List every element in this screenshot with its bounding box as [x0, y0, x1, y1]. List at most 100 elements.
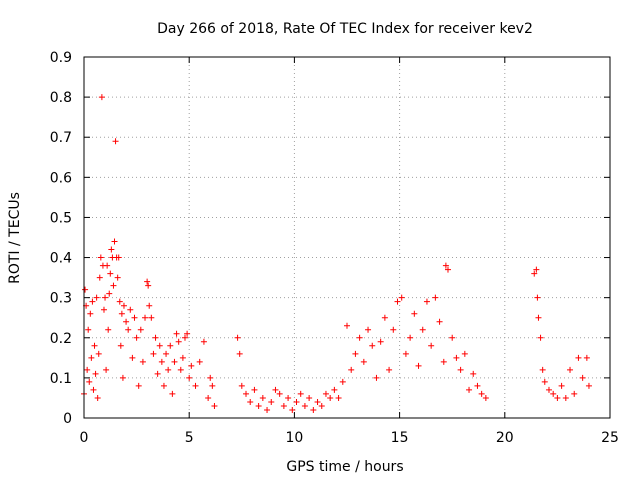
data-point	[318, 402, 325, 409]
data-point	[131, 314, 138, 321]
x-tick-label: 5	[185, 430, 194, 446]
data-point	[205, 394, 212, 401]
data-point	[114, 274, 121, 281]
data-point	[86, 378, 93, 385]
data-point	[150, 350, 157, 357]
data-point	[444, 266, 451, 273]
data-point	[97, 254, 104, 261]
data-point	[103, 366, 110, 373]
data-point	[534, 294, 541, 301]
data-point	[127, 306, 134, 313]
y-tick-label: 0.4	[50, 251, 72, 267]
data-point	[104, 262, 111, 269]
data-point	[95, 350, 102, 357]
data-point	[142, 314, 149, 321]
data-point	[102, 294, 109, 301]
data-point	[482, 394, 489, 401]
data-point	[207, 374, 214, 381]
data-point	[310, 406, 317, 413]
data-point	[247, 398, 254, 405]
data-point	[381, 314, 388, 321]
data-point	[579, 374, 586, 381]
data-point	[268, 398, 275, 405]
data-point	[432, 294, 439, 301]
data-point	[442, 262, 449, 269]
data-point	[558, 382, 565, 389]
data-point	[272, 386, 279, 393]
data-point	[181, 334, 188, 341]
data-point	[415, 362, 422, 369]
data-point	[133, 334, 140, 341]
data-point	[93, 294, 100, 301]
data-marks	[81, 94, 592, 413]
data-point	[335, 394, 342, 401]
data-point	[339, 378, 346, 385]
data-point	[243, 390, 250, 397]
data-point	[89, 298, 96, 305]
data-point	[322, 390, 329, 397]
data-point	[352, 350, 359, 357]
data-point	[238, 382, 245, 389]
y-tick-label: 0.2	[50, 331, 72, 347]
data-point	[184, 330, 191, 337]
y-tick-label: 0.1	[50, 371, 72, 387]
data-point	[344, 322, 350, 329]
data-point	[301, 402, 308, 409]
y-tick-label: 0.9	[50, 50, 72, 66]
data-point	[348, 366, 355, 373]
chart-title: Day 266 of 2018, Rate Of TEC Index for r…	[157, 21, 533, 37]
data-point	[236, 350, 243, 357]
data-point	[394, 298, 401, 305]
data-point	[289, 406, 296, 413]
data-point	[306, 394, 313, 401]
data-point	[259, 394, 266, 401]
data-point	[154, 370, 161, 377]
data-point	[585, 382, 592, 389]
data-point	[211, 402, 218, 409]
data-point	[119, 374, 126, 381]
tick-labels: 0 5 10 15 20 25 0 0.1 0.2 0.3 0.4 0.5 0.6 0.7 0.8 0.9	[50, 50, 619, 446]
data-point	[562, 394, 569, 401]
data-point	[148, 314, 155, 321]
data-point	[173, 330, 180, 337]
data-point	[192, 382, 199, 389]
data-point	[314, 398, 321, 405]
data-point	[165, 366, 172, 373]
data-point	[550, 390, 557, 397]
x-axis-label: GPS time / hours	[286, 459, 403, 475]
y-tick-label: 0.3	[50, 291, 72, 307]
data-point	[535, 314, 542, 321]
y-tick-label: 0.6	[50, 170, 72, 186]
data-point	[436, 318, 443, 325]
data-point	[478, 390, 485, 397]
data-point	[423, 298, 430, 305]
data-point	[129, 354, 136, 361]
y-tick-label: 0.8	[50, 90, 72, 106]
data-point	[117, 342, 124, 349]
data-point	[373, 374, 380, 381]
data-point	[365, 326, 372, 333]
data-point	[411, 310, 418, 317]
data-point	[110, 282, 117, 289]
y-axis-label: ROTI / TECUs	[7, 192, 23, 284]
data-point	[554, 394, 561, 401]
data-point	[87, 310, 94, 317]
data-point	[390, 326, 397, 333]
data-point	[123, 318, 130, 325]
data-point	[100, 306, 107, 313]
data-point	[145, 282, 152, 289]
data-point	[234, 334, 241, 341]
data-point	[106, 290, 113, 297]
data-point	[94, 394, 101, 401]
data-point	[91, 342, 98, 349]
data-point	[457, 366, 464, 373]
data-point	[115, 254, 122, 261]
data-point	[402, 350, 409, 357]
data-point	[177, 366, 184, 373]
data-point	[453, 354, 460, 361]
data-point	[118, 310, 125, 317]
data-point	[449, 334, 456, 341]
data-point	[293, 398, 300, 405]
